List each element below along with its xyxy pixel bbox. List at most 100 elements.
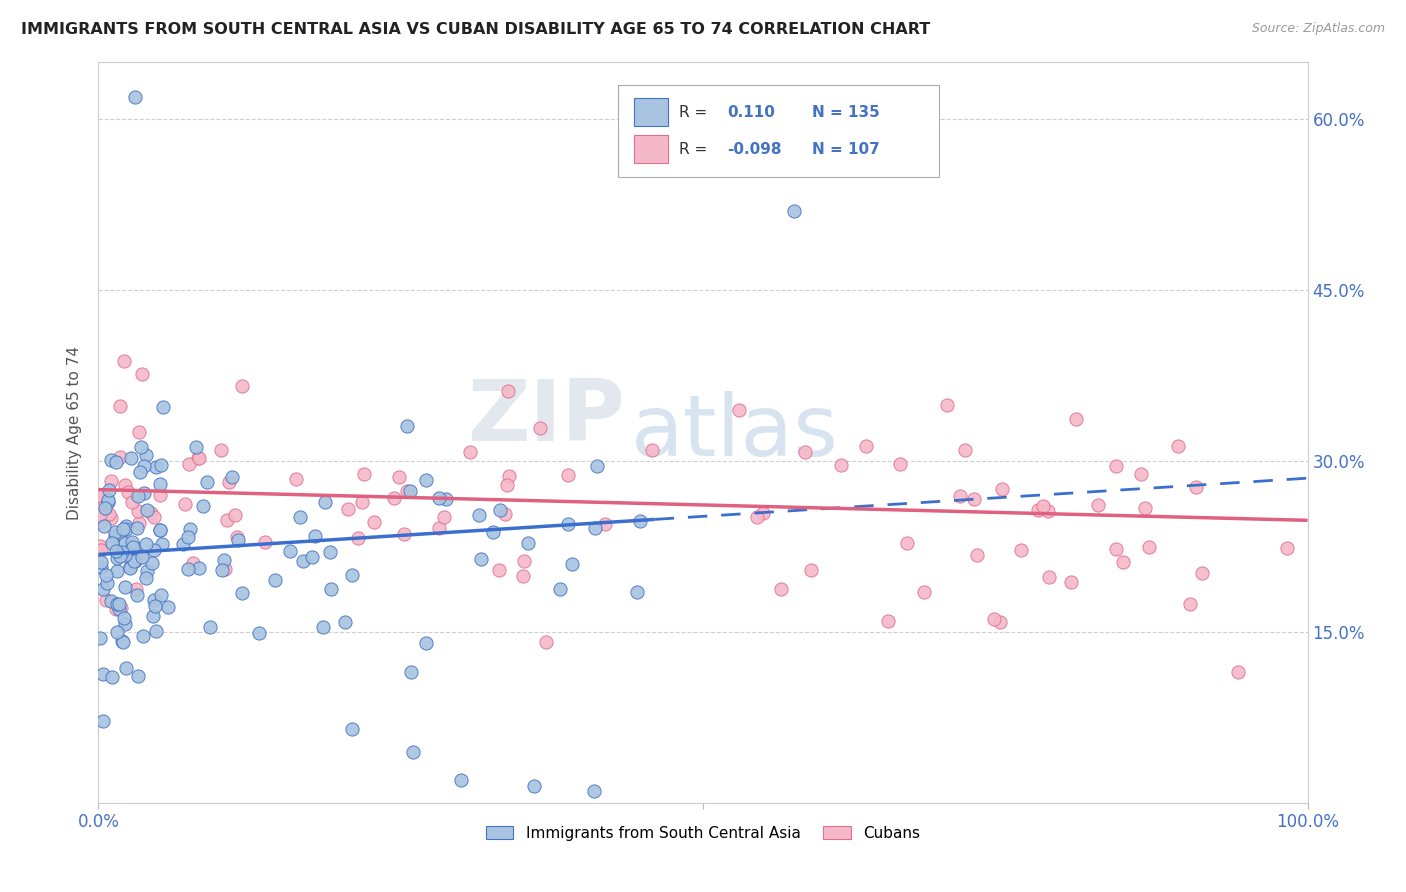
Point [434, 491, 457, 506]
Point [128, 425, 150, 439]
Point [512, 569, 534, 583]
Point [983, 612, 1005, 626]
Point [145, 599, 167, 614]
Point [157, 599, 180, 614]
Point [427, 491, 450, 506]
Point [93, 518, 115, 533]
Point [512, 554, 534, 568]
Point [124, 89, 146, 103]
Point [149, 458, 172, 473]
Point [145, 624, 167, 638]
Point [319, 544, 342, 558]
Point [115, 519, 138, 533]
Point [135, 537, 157, 551]
Point [1227, 665, 1250, 679]
Point [104, 601, 127, 615]
Point [127, 588, 149, 602]
Point [516, 535, 538, 549]
Point [346, 531, 368, 545]
Point [214, 562, 236, 576]
Point [97, 483, 120, 497]
Point [450, 772, 472, 787]
Point [195, 475, 218, 490]
Point [94, 491, 117, 506]
Point [966, 548, 988, 562]
Point [149, 523, 172, 537]
Point [125, 521, 148, 535]
Point [1167, 439, 1189, 453]
Point [496, 384, 519, 398]
Point [1184, 480, 1206, 494]
Point [176, 562, 198, 576]
Point [110, 399, 132, 413]
Point [96, 568, 118, 582]
Point [114, 477, 136, 491]
Point [172, 536, 194, 550]
Point [187, 451, 209, 466]
Point [557, 516, 579, 531]
Point [104, 529, 127, 543]
Point [101, 536, 124, 550]
Point [468, 508, 491, 522]
Text: R =: R = [679, 104, 707, 120]
Point [105, 551, 128, 566]
Point [145, 460, 167, 475]
Point [101, 670, 124, 684]
Point [100, 594, 122, 608]
Point [105, 624, 128, 639]
Point [626, 585, 648, 599]
Point [108, 549, 131, 564]
Point [794, 445, 817, 459]
Point [105, 564, 128, 578]
Point [247, 626, 270, 640]
Point [149, 488, 172, 502]
Point [90, 560, 112, 574]
Point [128, 465, 150, 479]
Point [399, 665, 422, 680]
Point [179, 522, 201, 536]
Text: N = 107: N = 107 [811, 142, 880, 157]
Point [124, 553, 146, 567]
Point [830, 458, 852, 472]
Point [142, 509, 165, 524]
Point [751, 506, 773, 520]
Point [496, 477, 519, 491]
Point [91, 500, 114, 515]
Point [1104, 541, 1126, 556]
Text: 0.110: 0.110 [727, 104, 775, 120]
Point [963, 491, 986, 506]
Point [278, 544, 301, 558]
Point [198, 620, 221, 634]
Point [876, 614, 898, 628]
Point [557, 468, 579, 483]
Point [1087, 499, 1109, 513]
Point [91, 666, 114, 681]
Point [127, 489, 149, 503]
Text: N = 135: N = 135 [811, 104, 880, 120]
Point [458, 445, 481, 459]
Text: atlas: atlas [630, 391, 838, 475]
Point [122, 554, 145, 568]
Point [129, 549, 152, 563]
Point [292, 554, 315, 568]
Point [114, 580, 136, 594]
Point [125, 582, 148, 596]
Point [427, 521, 450, 535]
Point [312, 620, 335, 634]
Point [104, 525, 127, 540]
Point [111, 634, 134, 648]
Point [402, 745, 425, 759]
FancyBboxPatch shape [634, 135, 668, 163]
Point [585, 459, 607, 474]
Point [181, 556, 204, 570]
Text: R =: R = [679, 142, 707, 157]
Point [131, 549, 153, 564]
Point [342, 722, 364, 736]
Point [211, 563, 233, 577]
Point [353, 467, 375, 481]
Point [747, 509, 769, 524]
Point [534, 635, 557, 649]
Point [142, 609, 165, 624]
Point [104, 455, 127, 469]
Point [226, 533, 249, 547]
